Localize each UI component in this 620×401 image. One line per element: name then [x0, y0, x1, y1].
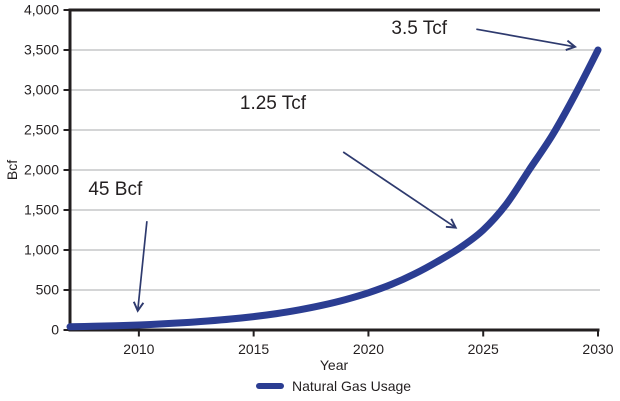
y-tick-label: 3,000 — [24, 82, 59, 98]
annotation-3-5-tcf: 3.5 Tcf — [391, 18, 448, 39]
y-axis-title: Bcf — [4, 159, 20, 181]
annotation-arrow — [132, 221, 148, 313]
y-tick-label: 1,000 — [24, 242, 59, 258]
annotation-arrow — [476, 28, 578, 51]
legend: Natural Gas Usage — [256, 378, 411, 394]
y-tick-label: 2,500 — [24, 122, 59, 138]
annotation-45-bcf: 45 Bcf — [88, 178, 143, 200]
y-tick-label: 2,000 — [24, 162, 59, 178]
x-axis-title: Year — [319, 357, 349, 373]
x-tick-label: 2030 — [582, 341, 613, 357]
x-tick-label: 2020 — [353, 341, 384, 357]
annotation-1-25-tcf: 1.25 Tcf — [239, 93, 307, 115]
y-tick-label: 4,000 — [24, 2, 59, 18]
usage-curve — [66, 46, 602, 331]
y-tick-label: 0 — [51, 322, 59, 338]
annotation-arrow — [342, 151, 458, 229]
x-tick-label: 2010 — [123, 341, 154, 357]
x-tick-label: 2025 — [468, 341, 499, 357]
y-tick-label: 500 — [36, 282, 60, 298]
legend-line-swatch — [256, 383, 284, 389]
x-tick-label: 2015 — [238, 341, 269, 357]
y-tick-label: 3,500 — [24, 42, 59, 58]
y-tick-label: 1,500 — [24, 202, 59, 218]
legend-label: Natural Gas Usage — [292, 378, 412, 394]
